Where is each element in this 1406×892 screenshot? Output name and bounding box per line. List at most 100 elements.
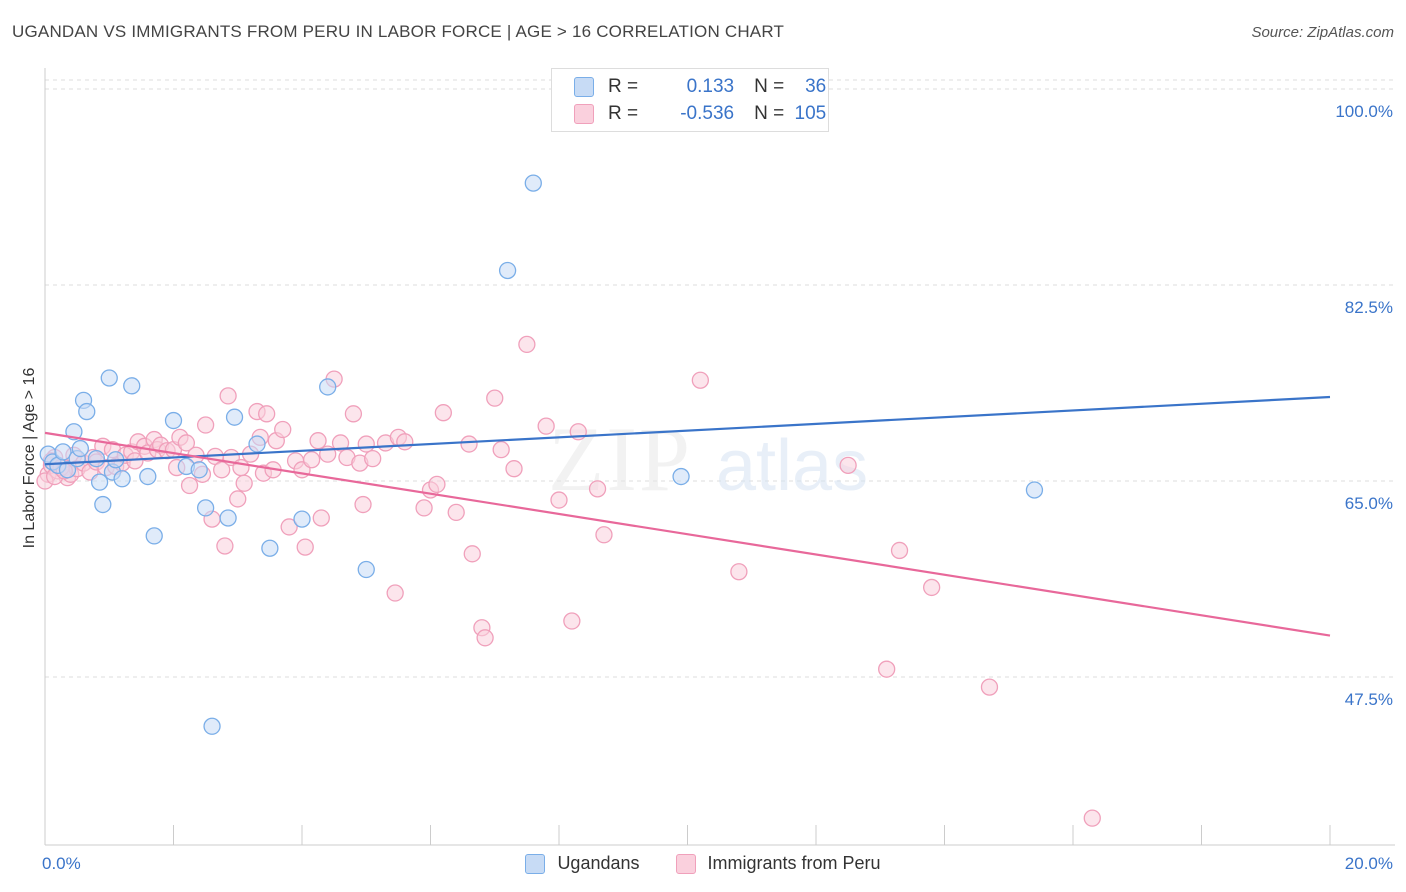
peru-point bbox=[177, 434, 196, 452]
tick-labels: 100.0% 82.5% 65.0% 47.5% 0.0% 20.0% bbox=[42, 102, 1393, 873]
legend-swatch-ugandans bbox=[525, 853, 546, 874]
peru-point bbox=[354, 495, 372, 514]
watermark-zip: ZIP bbox=[548, 408, 692, 510]
y-tick-label: 65.0% bbox=[1345, 494, 1393, 513]
ugandan-point bbox=[293, 510, 311, 528]
peru-point bbox=[219, 387, 237, 405]
peru-point bbox=[235, 474, 253, 492]
peru-point bbox=[280, 518, 298, 536]
peru-point bbox=[563, 612, 581, 630]
ugandan-point bbox=[672, 467, 690, 486]
legend-n-label: N = bbox=[754, 103, 785, 124]
legend-swatch-peru bbox=[574, 104, 594, 124]
peru-point bbox=[730, 563, 748, 581]
legend-n-value: 36 bbox=[805, 76, 827, 97]
peru-point bbox=[537, 417, 555, 435]
peru-point bbox=[486, 389, 504, 407]
peru-point bbox=[312, 509, 330, 527]
ugandan-point bbox=[219, 509, 237, 527]
trend-lines bbox=[44, 395, 1331, 637]
legend-item-peru: Immigrants from Peru bbox=[675, 853, 881, 874]
legend-row-peru: R = -0.536 N = 105 bbox=[574, 103, 826, 125]
source-label: Source: ZipAtlas.com bbox=[1251, 24, 1394, 41]
peru-point bbox=[595, 526, 613, 544]
x-tick-label-min: 0.0% bbox=[42, 854, 81, 873]
peru-point bbox=[344, 405, 363, 423]
peru-point bbox=[980, 678, 999, 696]
peru-point bbox=[415, 499, 433, 517]
legend-label-peru: Immigrants from Peru bbox=[707, 853, 881, 873]
ugandan-point bbox=[54, 443, 72, 461]
legend-r-label: R = bbox=[608, 103, 639, 124]
peru-point bbox=[890, 541, 909, 560]
correlation-legend: R = 0.133 N = 36 R = -0.536 N = 105 bbox=[551, 68, 829, 132]
peru-point bbox=[492, 441, 510, 459]
peru-point bbox=[258, 405, 276, 423]
peru-point bbox=[357, 435, 375, 453]
peru-point bbox=[274, 420, 292, 439]
legend-r-value: -0.536 bbox=[680, 103, 735, 124]
grid-lines bbox=[45, 79, 1395, 678]
peru-point bbox=[447, 503, 465, 522]
ugandan-point bbox=[78, 402, 96, 421]
peru-point bbox=[518, 335, 536, 354]
peru-point bbox=[1083, 809, 1101, 827]
ugandan-point bbox=[498, 261, 517, 280]
legend-n-label: N = bbox=[754, 76, 785, 97]
series-legend: Ugandans Immigrants from Peru bbox=[0, 853, 1406, 874]
ugandan-point bbox=[261, 539, 279, 557]
peru-point bbox=[878, 660, 896, 678]
peru-point bbox=[396, 433, 414, 451]
chart-title: UGANDAN VS IMMIGRANTS FROM PERU IN LABOR… bbox=[12, 22, 785, 41]
ugandan-point bbox=[1025, 481, 1044, 499]
y-tick-label: 100.0% bbox=[1335, 102, 1393, 121]
y-tick-label: 82.5% bbox=[1345, 298, 1393, 317]
ugandan-point bbox=[123, 377, 141, 395]
ugandan-point bbox=[248, 435, 266, 453]
legend-swatch-peru bbox=[675, 853, 696, 874]
peru-point bbox=[229, 490, 247, 508]
ugandan-point bbox=[90, 473, 109, 491]
legend-item-ugandans: Ugandans bbox=[525, 853, 640, 874]
peru-point bbox=[923, 578, 941, 597]
ugandan-point bbox=[203, 717, 221, 735]
ugandan-point bbox=[145, 527, 163, 545]
peru-trend-line bbox=[44, 431, 1331, 637]
peru-point bbox=[550, 491, 568, 509]
ugandan-point bbox=[225, 408, 244, 426]
legend-r-value: 0.133 bbox=[686, 76, 735, 97]
peru-point bbox=[505, 460, 523, 478]
ugandan-point bbox=[58, 461, 77, 479]
y-axis-label: In Labor Force | Age > 16 bbox=[21, 367, 38, 549]
peru-point bbox=[428, 475, 446, 494]
peru-point bbox=[460, 435, 478, 453]
ugandan-point bbox=[319, 378, 337, 396]
peru-point bbox=[302, 451, 321, 469]
peru-point bbox=[364, 449, 382, 468]
peru-point bbox=[386, 584, 404, 602]
legend-label-ugandans: Ugandans bbox=[557, 853, 640, 873]
legend-n-value: 105 bbox=[794, 103, 827, 124]
ugandan-point bbox=[87, 449, 106, 468]
legend-row-ugandans: R = 0.133 N = 36 bbox=[574, 76, 826, 98]
peru-point bbox=[309, 432, 327, 450]
peru-point bbox=[588, 480, 607, 498]
ugandan-point bbox=[113, 470, 131, 488]
peru-point bbox=[839, 456, 857, 474]
peru-point bbox=[434, 404, 453, 422]
peru-point bbox=[216, 537, 234, 555]
peru-point bbox=[196, 416, 215, 434]
ugandan-point bbox=[71, 439, 89, 458]
ugandan-point bbox=[196, 499, 215, 517]
x-tick-label-max: 20.0% bbox=[1345, 854, 1393, 873]
ugandan-point bbox=[94, 495, 112, 514]
ugandan-trend-line bbox=[44, 395, 1331, 466]
peru-point bbox=[180, 476, 199, 495]
peru-point bbox=[463, 545, 481, 563]
ugandan-point bbox=[139, 467, 157, 486]
peru-point bbox=[331, 434, 350, 452]
peru-point bbox=[476, 629, 494, 647]
ugandan-point bbox=[164, 411, 183, 430]
legend-r-label: R = bbox=[608, 76, 639, 97]
